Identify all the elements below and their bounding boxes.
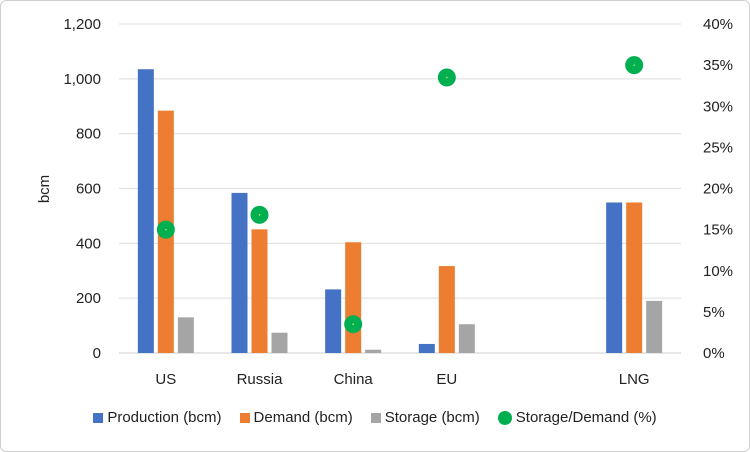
y2-tick-label: 30% bbox=[703, 98, 733, 115]
bar-production bbox=[137, 69, 154, 354]
bar-production bbox=[325, 289, 342, 353]
legend-item: Demand (bcm) bbox=[239, 409, 353, 426]
y2-tick-label: 15% bbox=[703, 222, 733, 239]
bar-production bbox=[606, 202, 623, 353]
legend-label: Storage/Demand (%) bbox=[515, 409, 657, 426]
legend-label: Storage (bcm) bbox=[384, 409, 480, 426]
y2-tick-label: 35% bbox=[703, 57, 733, 74]
bar-demand bbox=[438, 266, 455, 353]
y-axis-label: bcm bbox=[36, 175, 53, 203]
y-tick-label: 0 bbox=[93, 345, 101, 362]
bar-storage bbox=[458, 324, 475, 353]
legend-label: Production (bcm) bbox=[107, 409, 222, 426]
y2-tick-label: 0% bbox=[703, 345, 725, 362]
y2-tick-label: 10% bbox=[703, 263, 733, 280]
legend-marker bbox=[497, 410, 512, 425]
legend-item: Storage (bcm) bbox=[370, 409, 480, 426]
storage-demand-point-center bbox=[352, 323, 354, 326]
legend-swatch bbox=[93, 412, 104, 423]
x-tick-label: LNG bbox=[619, 371, 650, 388]
bar-storage bbox=[365, 349, 382, 353]
y-tick-label: 1,200 bbox=[63, 16, 101, 33]
bar-demand bbox=[345, 242, 362, 353]
bar-storage bbox=[271, 332, 288, 353]
legend-swatch bbox=[239, 412, 250, 423]
y2-tick-label: 5% bbox=[703, 304, 725, 321]
y2-tick-label: 40% bbox=[703, 16, 733, 33]
legend-swatch bbox=[370, 412, 381, 423]
x-tick-label: Russia bbox=[237, 371, 284, 388]
chart-svg: 0 200 400 600 800 1,000 1,200 0% 5% 10% 15% 20% 25% 3… bbox=[36, 16, 733, 388]
legend-label: Demand (bcm) bbox=[253, 409, 353, 426]
legend-item: Storage/Demand (%) bbox=[497, 409, 657, 426]
bar-demand bbox=[251, 229, 268, 353]
legend: Production (bcm) Demand (bcm) Storage (bcm… bbox=[1, 409, 749, 426]
bar-demand bbox=[626, 202, 643, 353]
x-tick-label: China bbox=[334, 371, 374, 388]
y2-tick-label: 20% bbox=[703, 181, 733, 198]
y2-tick-label: 25% bbox=[703, 139, 733, 156]
y-tick-label: 1,000 bbox=[63, 71, 101, 88]
legend-item: Production (bcm) bbox=[93, 409, 222, 426]
bar-storage bbox=[177, 317, 194, 353]
y-tick-label: 200 bbox=[76, 290, 101, 307]
storage-demand-point-center bbox=[258, 214, 261, 216]
storage-demand-point-center bbox=[446, 76, 448, 79]
storage-demand-point-center bbox=[165, 228, 167, 231]
y-tick-label: 800 bbox=[76, 126, 101, 143]
bar-storage bbox=[646, 300, 663, 353]
storage-demand-point-center bbox=[633, 64, 635, 66]
x-tick-label: EU bbox=[436, 371, 457, 388]
x-tick-label: US bbox=[155, 371, 176, 388]
y-tick-label: 600 bbox=[76, 181, 101, 198]
bar-production bbox=[418, 343, 435, 353]
y-tick-label: 400 bbox=[76, 235, 101, 252]
bar-production bbox=[231, 192, 248, 353]
